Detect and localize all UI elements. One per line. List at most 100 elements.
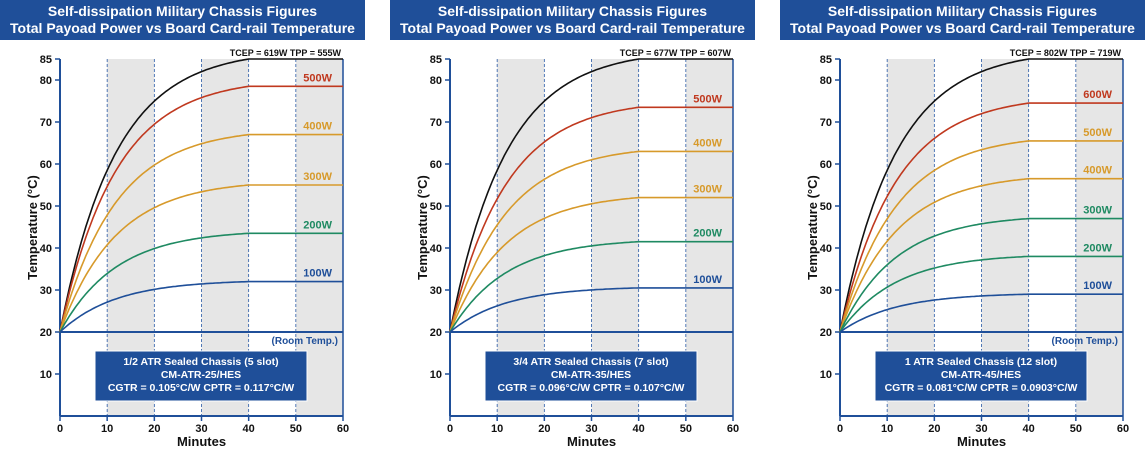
series-line-tcep	[59, 58, 343, 333]
y-tick-label: 85	[40, 54, 52, 66]
info-box	[94, 350, 308, 402]
info-box-line: 1 ATR Sealed Chassis (12 slot)	[905, 356, 1057, 368]
x-tick-label: 50	[290, 423, 302, 435]
series-line-100w	[449, 287, 733, 333]
x-tick-label: 0	[447, 423, 453, 435]
x-tick-label: 30	[975, 423, 987, 435]
series-line-400w	[59, 133, 343, 333]
chart-panel-1: Self-dissipation Military Chassis Figure…	[0, 0, 365, 450]
series-line-100w	[839, 293, 1123, 333]
x-tick-label: 30	[585, 423, 597, 435]
y-tick-label: 20	[40, 327, 52, 339]
series-label: 100W	[1083, 280, 1112, 292]
top-annotation: TCEP = 802W TPP = 719W	[1010, 48, 1122, 58]
y-tick-label: 80	[430, 75, 442, 87]
info-box-line: CM-ATR-25/HES	[161, 369, 241, 381]
y-tick-label: 40	[430, 243, 442, 255]
x-axis-label: Minutes	[567, 434, 616, 449]
series-label: 100W	[303, 268, 332, 280]
series-label: 500W	[1083, 127, 1112, 139]
y-tick-label: 50	[820, 201, 832, 213]
series-label: 400W	[303, 121, 332, 133]
y-tick-label: 50	[430, 201, 442, 213]
x-tick-label: 20	[928, 423, 940, 435]
info-box-line: CGTR = 0.105°C/W CPTR = 0.117°C/W	[108, 382, 294, 394]
x-tick-label: 20	[538, 423, 550, 435]
series-label: 300W	[693, 184, 722, 196]
info-box-line: CGTR = 0.081°C/W CPTR = 0.0903°C/W	[885, 382, 1078, 394]
y-tick-label: 70	[430, 117, 442, 129]
series-line-tcep	[839, 58, 1123, 333]
info-box	[484, 350, 698, 402]
series-line-500w	[59, 85, 343, 333]
y-tick-label: 60	[40, 159, 52, 171]
series-line-600w	[839, 102, 1123, 333]
line-chart: (Room Temp.) 10 20 30 40 50 60 70 80 85 0 10 20 30 40 5…	[25, 48, 349, 449]
x-tick-label: 0	[837, 423, 843, 435]
y-tick-label: 10	[430, 369, 442, 381]
y-tick-label: 30	[820, 285, 832, 297]
series-line-300w	[839, 217, 1123, 333]
x-tick-label: 30	[195, 423, 207, 435]
x-tick-label: 60	[337, 423, 349, 435]
y-tick-label: 85	[820, 54, 832, 66]
x-axis-label: Minutes	[177, 434, 226, 449]
series-label: 500W	[693, 93, 722, 105]
series-line-300w	[449, 196, 733, 333]
x-tick-label: 40	[633, 423, 645, 435]
panel-title-line2: Total Payoad Power vs Board Card-rail Te…	[400, 20, 745, 36]
x-tick-label: 40	[243, 423, 255, 435]
y-tick-label: 30	[40, 285, 52, 297]
y-tick-label: 10	[40, 369, 52, 381]
series-label: 100W	[693, 274, 722, 286]
line-chart: (Room Temp.) 10 20 30 40 50 60 70 80 85 0 10 20 30 40 5…	[805, 48, 1129, 449]
chart-panel-2: Self-dissipation Military Chassis Figure…	[390, 0, 755, 450]
top-annotation: TCEP = 677W TPP = 607W	[620, 48, 732, 58]
series-line-300w	[59, 184, 343, 333]
room-temp-label: (Room Temp.)	[272, 336, 338, 347]
series-line-400w	[839, 177, 1123, 333]
series-label: 600W	[1083, 89, 1112, 101]
series-label: 500W	[303, 72, 332, 84]
chart-panel-3: Self-dissipation Military Chassis Figure…	[780, 0, 1145, 450]
series-label: 300W	[1083, 205, 1112, 217]
series-line-100w	[59, 280, 343, 333]
y-axis-label: Temperature (°C)	[805, 175, 820, 280]
y-tick-label: 40	[40, 243, 52, 255]
y-axis-label: Temperature (°C)	[415, 175, 430, 280]
top-annotation: TCEP = 619W TPP = 555W	[230, 48, 342, 58]
x-tick-label: 50	[680, 423, 692, 435]
panel-header: Self-dissipation Military Chassis Figure…	[390, 0, 755, 40]
series-line-500w	[839, 140, 1123, 333]
x-tick-label: 40	[1023, 423, 1035, 435]
series-line-tcep	[449, 58, 733, 333]
info-box-line: CGTR = 0.096°C/W CPTR = 0.107°C/W	[498, 382, 685, 394]
room-temp-label: (Room Temp.)	[1052, 336, 1118, 347]
x-tick-label: 0	[57, 423, 63, 435]
y-tick-label: 50	[40, 201, 52, 213]
y-tick-label: 30	[430, 285, 442, 297]
panel-title-line1: Self-dissipation Military Chassis Figure…	[437, 3, 708, 19]
y-tick-label: 70	[40, 117, 52, 129]
series-line-400w	[449, 150, 733, 333]
y-tick-label: 85	[430, 54, 442, 66]
series-line-200w	[839, 255, 1123, 333]
y-tick-label: 40	[820, 243, 832, 255]
series-label: 400W	[1083, 165, 1112, 177]
x-tick-label: 50	[1070, 423, 1082, 435]
panel-title-line2: Total Payoad Power vs Board Card-rail Te…	[10, 20, 355, 36]
x-tick-label: 20	[148, 423, 160, 435]
y-tick-label: 20	[430, 327, 442, 339]
panel-header: Self-dissipation Military Chassis Figure…	[780, 0, 1145, 40]
y-tick-label: 10	[820, 369, 832, 381]
info-box	[874, 350, 1088, 402]
y-tick-label: 80	[40, 75, 52, 87]
series-line-200w	[59, 232, 343, 333]
line-chart: 10 20 30 40 50 60 70 80 85 0 10 20 30 40 50 60 Minutes Te…	[415, 48, 739, 449]
series-label: 400W	[693, 137, 722, 149]
x-tick-label: 60	[727, 423, 739, 435]
series-label: 200W	[303, 219, 332, 231]
panel-title-line1: Self-dissipation Military Chassis Figure…	[827, 3, 1098, 19]
info-box-line: CM-ATR-45/HES	[941, 369, 1021, 381]
y-tick-label: 80	[820, 75, 832, 87]
